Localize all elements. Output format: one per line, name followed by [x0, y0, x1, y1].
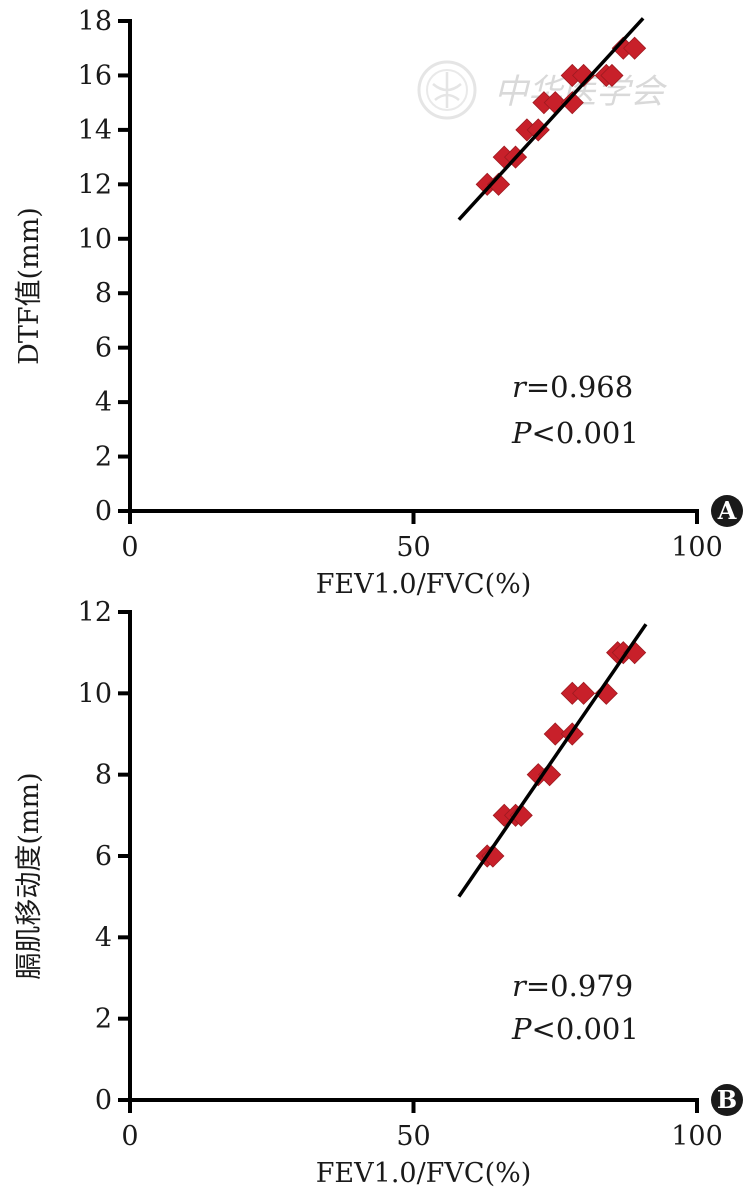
x-tick-label: 100 — [671, 532, 723, 563]
panel-letter: B — [717, 1085, 737, 1114]
y-tick-label: 14 — [78, 115, 112, 146]
y-tick-label: 12 — [78, 169, 112, 200]
y-tick-label: 0 — [95, 1085, 112, 1116]
data-point — [572, 681, 596, 705]
panel-a: 0 2 4 6 8 10 12 14 16 18 0 50 100 FEV1.0/FVC(%) DTF… — [14, 6, 743, 600]
panel-b: 0 2 4 6 8 10 12 0 50 100 FEV1.0/FVC(%) 膈肌移动度(mm)… — [14, 597, 743, 1189]
p-symbol: P — [511, 1012, 532, 1046]
r-value: =0.979 — [526, 969, 633, 1003]
r-symbol: r — [512, 370, 528, 404]
y-tick-label: 6 — [95, 333, 112, 364]
data-point — [481, 844, 505, 868]
data-point — [486, 172, 511, 196]
y-tick-label: 8 — [95, 760, 112, 791]
y-tick-label: 8 — [95, 278, 112, 309]
y-tick-label: 10 — [78, 678, 112, 709]
correlation-r: r=0.979 — [512, 969, 633, 1003]
data-point — [560, 91, 584, 115]
p-value: P<0.001 — [511, 1012, 639, 1046]
y-tick-label: 16 — [78, 60, 112, 91]
r-value: =0.968 — [526, 370, 633, 404]
x-tick-label: 50 — [396, 532, 430, 563]
x-tick-label: 50 — [396, 1121, 430, 1152]
regression-line — [457, 17, 645, 221]
y-axis-title: DTF值(mm) — [14, 207, 45, 365]
y-axis-title: 膈肌移动度(mm) — [14, 772, 45, 979]
x-ticks: 0 50 100 — [121, 1100, 723, 1152]
y-tick-label: 10 — [78, 224, 112, 255]
r-symbol: r — [512, 969, 528, 1003]
y-tick-label: 2 — [95, 442, 112, 473]
data-point — [623, 36, 647, 60]
y-tick-label: 4 — [95, 922, 112, 953]
p-value: P<0.001 — [511, 416, 639, 450]
data-points — [475, 36, 647, 196]
data-point — [572, 63, 596, 88]
seal-icon — [417, 60, 477, 120]
data-point — [509, 803, 533, 827]
x-axis-title: FEV1.0/FVC(%) — [316, 569, 532, 600]
panel-label-b: B — [711, 1084, 743, 1116]
correlation-r: r=0.968 — [512, 370, 633, 404]
x-ticks: 0 50 100 — [121, 511, 723, 563]
data-point — [600, 63, 624, 88]
y-tick-label: 2 — [95, 1004, 112, 1035]
x-axis-title: FEV1.0/FVC(%) — [316, 1158, 532, 1189]
y-ticks: 0 2 4 6 8 10 12 14 16 18 — [78, 6, 130, 527]
p-value-text: <0.001 — [532, 1012, 639, 1046]
x-tick-label: 0 — [121, 532, 138, 563]
p-value-text: <0.001 — [532, 416, 639, 450]
y-tick-label: 12 — [78, 597, 112, 628]
panel-letter: A — [717, 496, 737, 525]
p-symbol: P — [511, 416, 532, 450]
x-tick-label: 100 — [671, 1121, 723, 1152]
regression-line — [457, 623, 648, 898]
panel-label-a: A — [711, 495, 743, 527]
y-tick-label: 4 — [95, 387, 112, 418]
data-point — [538, 763, 562, 787]
y-tick-label: 0 — [95, 496, 112, 527]
y-tick-label: 6 — [95, 841, 112, 872]
x-tick-label: 0 — [121, 1121, 138, 1152]
y-tick-label: 18 — [78, 6, 112, 37]
y-ticks: 0 2 4 6 8 10 12 — [78, 597, 130, 1116]
data-point — [543, 722, 567, 746]
